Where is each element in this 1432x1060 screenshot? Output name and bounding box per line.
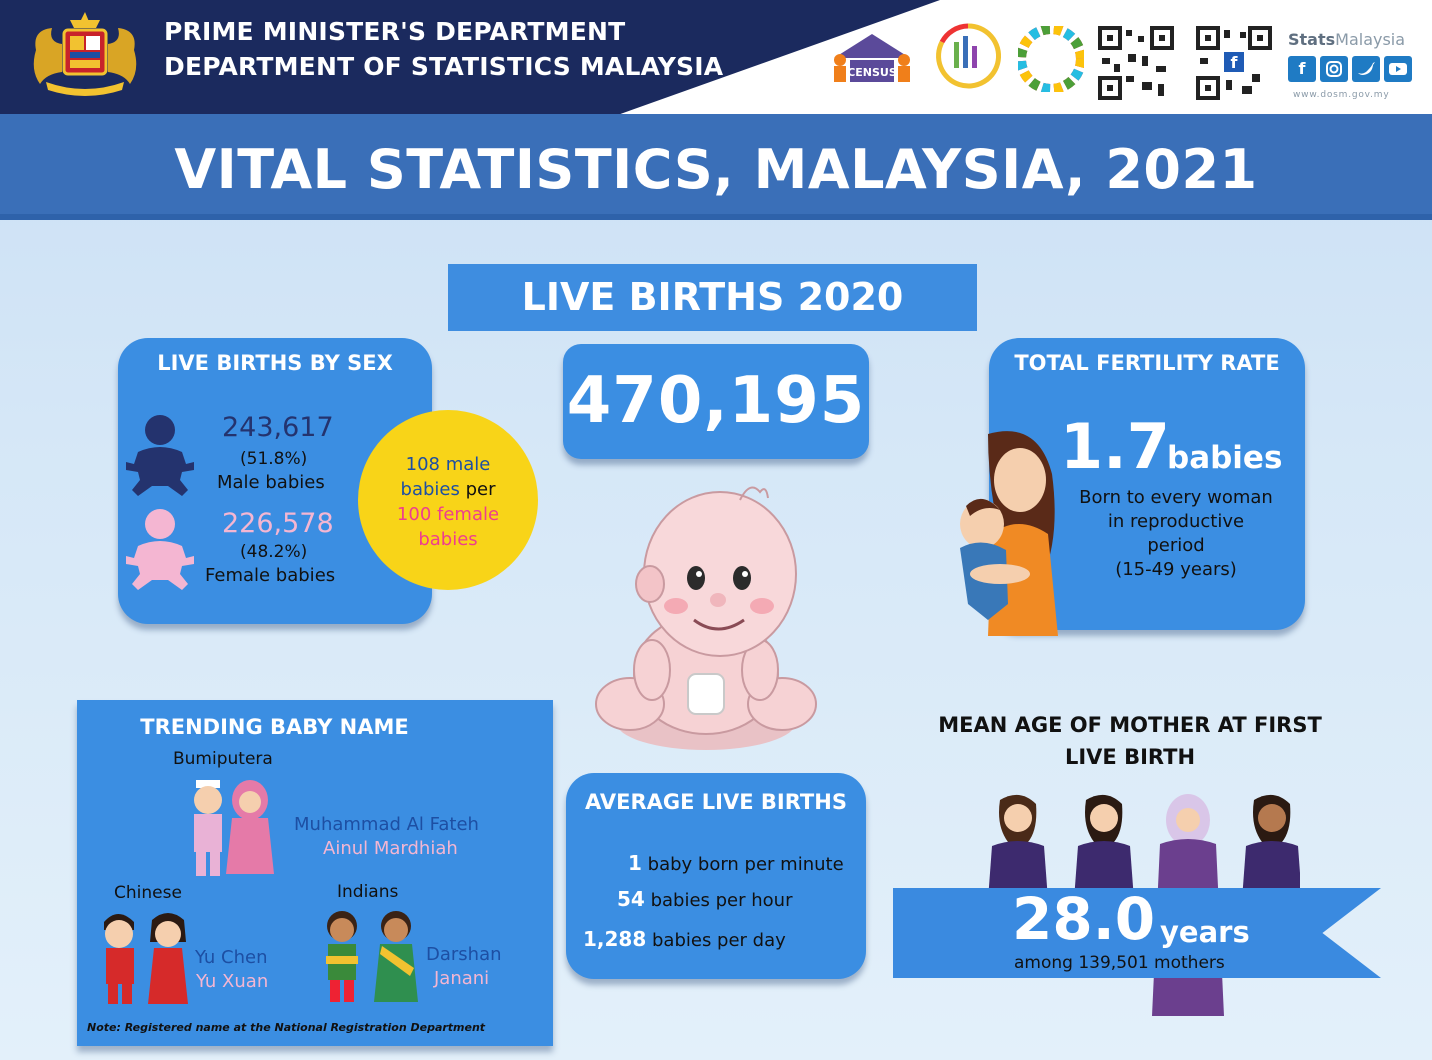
male-baby-icon [126, 415, 194, 496]
total-live-births-card: 470,195 [563, 344, 869, 459]
average-per-hour: 54 babies per hour [617, 887, 793, 911]
twitter-icon[interactable] [1352, 56, 1380, 82]
website-url[interactable]: www.dosm.gov.my [1293, 90, 1390, 100]
total-fertility-rate-title: TOTAL FERTILITY RATE [1014, 351, 1280, 375]
sex-ratio-badge: 108 male babies per 100 female babies [358, 410, 538, 590]
qr-code-facebook-icon[interactable]: f [1196, 26, 1272, 100]
female-births-percent: (48.2%) [240, 542, 308, 562]
qr-code-icon[interactable] [1098, 26, 1174, 100]
female-births-label: Female babies [205, 565, 336, 586]
dept-line-2: DEPARTMENT OF STATISTICS MALAYSIA [164, 52, 724, 81]
bumiputera-label: Bumiputera [173, 749, 273, 769]
mean-age-mothers-count: among 139,501 mothers [1014, 953, 1225, 973]
registration-note: Note: Registered name at the National Re… [87, 1021, 486, 1034]
female-births-count: 226,578 [222, 508, 334, 539]
mean-age-title: MEAN AGE OF MOTHER AT FIRST LIVE BIRTH [938, 713, 1322, 769]
sex-ratio-text: 108 male babies per 100 female babies [396, 454, 500, 550]
male-births-label: Male babies [217, 472, 325, 493]
average-live-births-card: AVERAGE LIVE BIRTHS [566, 773, 866, 979]
chinese-label: Chinese [114, 883, 182, 903]
svg-text:f: f [1231, 53, 1239, 72]
average-per-day: 1,288 babies per day [583, 927, 786, 951]
instagram-icon[interactable] [1320, 56, 1348, 82]
page-title: VITAL STATISTICS, MALAYSIA, 2021 [174, 138, 1258, 201]
dept-line-1: PRIME MINISTER'S DEPARTMENT [164, 17, 626, 46]
stats-malaysia-brand: StatsMalaysia [1288, 30, 1406, 49]
indian-boy-name: Darshan [426, 944, 502, 965]
total-fertility-rate-value: 1.7 [1060, 410, 1170, 483]
bumiputera-boy-name: Muhammad Al Fateh [294, 814, 479, 835]
total-fertility-rate-unit: babies [1167, 440, 1283, 476]
indian-girl-name: Janani [434, 968, 490, 989]
title-band: VITAL STATISTICS, MALAYSIA, 2021 [0, 114, 1432, 220]
male-births-percent: (51.8%) [240, 449, 308, 469]
total-live-births-value: 470,195 [566, 364, 866, 438]
section-header: LIVE BIRTHS 2020 [448, 264, 977, 331]
chinese-boy-name: Yu Chen [195, 947, 268, 968]
chinese-girl-name: Yu Xuan [196, 971, 269, 992]
section-heading: LIVE BIRTHS 2020 [521, 275, 904, 319]
facebook-icon[interactable]: f [1288, 56, 1316, 82]
male-births-count: 243,617 [222, 412, 334, 443]
live-births-by-sex-title: LIVE BIRTHS BY SEX [157, 351, 393, 375]
coat-of-arms-icon [33, 12, 137, 96]
total-fertility-rate-description: Born to every woman in reproductive peri… [1079, 487, 1273, 580]
mother-and-child-illustration [960, 431, 1058, 636]
mean-age-unit: years [1160, 915, 1250, 949]
average-live-births-title: AVERAGE LIVE BIRTHS [585, 790, 847, 814]
census-logo-icon: CENSUS [834, 34, 910, 82]
mean-age-ribbon [893, 888, 1381, 978]
statistics-logo-icon [936, 23, 1001, 89]
sdg-wheel-icon [1018, 26, 1084, 92]
header-bar: PRIME MINISTER'S DEPARTMENT DEPARTMENT O… [0, 0, 1432, 114]
female-baby-icon [126, 509, 194, 590]
youtube-icon[interactable] [1384, 56, 1412, 82]
trending-baby-name-title: TRENDING BABY NAME [140, 715, 409, 739]
mean-age-value: 28.0 [1012, 885, 1156, 953]
baby-illustration [595, 486, 817, 750]
indian-children-icon [326, 911, 418, 1002]
indians-label: Indians [337, 882, 399, 902]
chinese-children-icon [104, 913, 188, 1004]
bumiputera-children-icon [194, 780, 274, 876]
average-per-minute: 1 baby born per minute [628, 851, 844, 875]
census-logo-text: CENSUS [847, 66, 897, 79]
bumiputera-girl-name: Ainul Mardhiah [323, 838, 458, 859]
